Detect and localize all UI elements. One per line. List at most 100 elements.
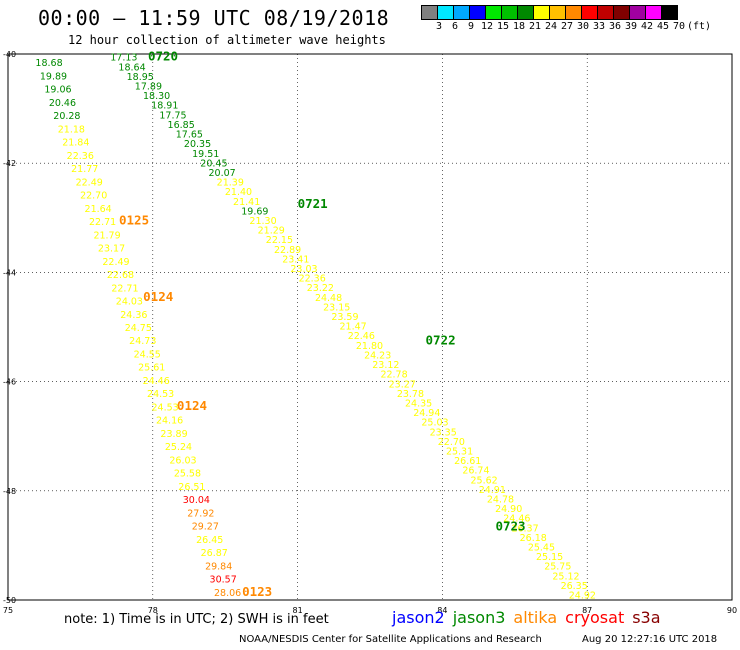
swh-value: 20.07 bbox=[208, 168, 235, 179]
legend-label-30: 30 bbox=[576, 21, 590, 32]
swh-value: 26.37 bbox=[511, 523, 538, 534]
swh-value: 23.41 bbox=[282, 254, 309, 265]
legend-label-15: 15 bbox=[496, 21, 510, 32]
pass-label: 0722 bbox=[426, 333, 456, 348]
swh-value: 23.78 bbox=[397, 389, 424, 400]
legend-label-42: 42 bbox=[640, 21, 654, 32]
swh-value: 26.03 bbox=[169, 455, 196, 466]
swh-value: 21.77 bbox=[71, 164, 98, 175]
x-tick-label: 78 bbox=[148, 606, 158, 615]
swh-value: 25.62 bbox=[471, 475, 498, 486]
swh-value: 19.69 bbox=[241, 206, 268, 217]
swh-value: 25.58 bbox=[174, 469, 201, 480]
satellite-jason3: jason3 bbox=[452, 608, 506, 627]
swh-value: 21.79 bbox=[93, 230, 120, 241]
swh-value: 24.48 bbox=[315, 293, 342, 304]
swh-value: 24.36 bbox=[120, 310, 147, 321]
legend-label-6: 6 bbox=[451, 21, 459, 32]
legend-label-70: 70 bbox=[672, 21, 686, 32]
swh-value: 25.61 bbox=[138, 363, 165, 374]
swh-value: 21.30 bbox=[249, 216, 276, 227]
swh-value: 24.78 bbox=[487, 495, 514, 506]
swh-value: 19.06 bbox=[44, 85, 71, 96]
swh-value: 23.15 bbox=[323, 302, 350, 313]
swh-value: 25.31 bbox=[446, 446, 473, 457]
swh-value: 24.35 bbox=[405, 398, 432, 409]
swh-value: 24.92 bbox=[569, 591, 596, 602]
swh-value: 26.74 bbox=[462, 466, 489, 477]
x-tick-label: 90 bbox=[727, 606, 737, 615]
swh-value: 21.29 bbox=[258, 226, 285, 237]
legend-label-39: 39 bbox=[624, 21, 638, 32]
x-tick-label: 81 bbox=[293, 606, 303, 615]
swh-value: 24.94 bbox=[413, 408, 440, 419]
swh-value: 29.84 bbox=[205, 561, 232, 572]
swh-value: 23.12 bbox=[372, 360, 399, 371]
swh-value: 25.12 bbox=[552, 571, 579, 582]
swh-value: 23.89 bbox=[160, 429, 187, 440]
legend-label-18: 18 bbox=[512, 21, 526, 32]
swh-value: 24.53 bbox=[147, 389, 174, 400]
swh-value: 24.55 bbox=[134, 349, 161, 360]
swh-value: 24.53 bbox=[152, 402, 179, 413]
swh-value: 25.15 bbox=[536, 552, 563, 563]
swh-value: 16.85 bbox=[168, 120, 195, 131]
swh-value: 21.41 bbox=[233, 197, 260, 208]
legend-label-21: 21 bbox=[528, 21, 542, 32]
pass-label: 0125 bbox=[119, 213, 149, 228]
swh-value: 17.13 bbox=[110, 53, 137, 64]
swh-value: 20.28 bbox=[53, 111, 80, 122]
y-tick-label: -46 bbox=[3, 378, 16, 387]
legend-label-33: 33 bbox=[592, 21, 606, 32]
swh-value: 23.27 bbox=[389, 379, 416, 390]
swh-value: 26.45 bbox=[196, 535, 223, 546]
swh-value: 23.17 bbox=[98, 244, 125, 255]
page-title: 00:00 – 11:59 UTC 08/19/2018 bbox=[38, 6, 390, 30]
swh-value: 24.73 bbox=[129, 336, 156, 347]
legend-swatch-70 bbox=[661, 5, 678, 20]
color-legend bbox=[421, 5, 678, 20]
swh-value: 22.71 bbox=[89, 217, 116, 228]
swh-value: 25.24 bbox=[165, 442, 192, 453]
swh-value: 22.78 bbox=[380, 370, 407, 381]
swh-value: 23.03 bbox=[290, 264, 317, 275]
swh-value: 24.46 bbox=[143, 376, 170, 387]
swh-value: 24.91 bbox=[479, 485, 506, 496]
swh-value: 24.03 bbox=[116, 297, 143, 308]
swh-value: 17.65 bbox=[176, 130, 203, 141]
pass-label: 0124 bbox=[177, 398, 207, 413]
swh-value: 26.51 bbox=[178, 482, 205, 493]
swh-value: 24.23 bbox=[364, 350, 391, 361]
pass-label: 0723 bbox=[495, 518, 525, 533]
swh-value: 21.40 bbox=[225, 187, 252, 198]
swh-value: 27.92 bbox=[187, 508, 214, 519]
swh-value: 22.49 bbox=[76, 177, 103, 188]
swh-value: 20.45 bbox=[200, 158, 227, 169]
y-tick-label: -44 bbox=[3, 268, 16, 277]
swh-value: 18.64 bbox=[118, 62, 145, 73]
swh-value: 20.46 bbox=[49, 98, 76, 109]
y-tick-label: -40 bbox=[3, 50, 16, 59]
satellite-altika: altika bbox=[513, 608, 558, 627]
pass-label: 0124 bbox=[143, 289, 173, 304]
swh-value: 24.75 bbox=[125, 323, 152, 334]
y-tick-label: -48 bbox=[3, 487, 16, 496]
satellite-s3a: s3a bbox=[632, 608, 661, 627]
swh-value: 18.95 bbox=[127, 72, 154, 83]
swh-value: 20.35 bbox=[184, 139, 211, 150]
plot-frame bbox=[7, 53, 733, 601]
credit-line: NOAA/NESDIS Center for Satellite Applica… bbox=[239, 634, 542, 645]
swh-value: 29.27 bbox=[192, 522, 219, 533]
swh-value: 22.36 bbox=[299, 274, 326, 285]
swh-value: 22.70 bbox=[80, 191, 107, 202]
pass-label: 0123 bbox=[242, 584, 272, 599]
swh-value: 22.49 bbox=[102, 257, 129, 268]
satellite-cryosat: cryosat bbox=[565, 608, 625, 627]
swh-value: 23.35 bbox=[430, 427, 457, 438]
swh-value: 21.18 bbox=[58, 124, 85, 135]
y-tick-label: -50 bbox=[3, 596, 16, 605]
satellite-jason2: jason2 bbox=[392, 608, 445, 627]
swh-value: 21.39 bbox=[217, 178, 244, 189]
swh-value: 17.89 bbox=[135, 82, 162, 93]
